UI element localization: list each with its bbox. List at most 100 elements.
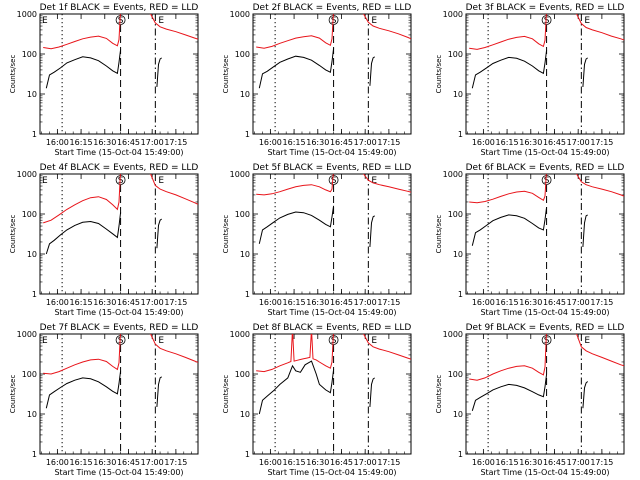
x-tick-label: 16:45 bbox=[543, 138, 566, 147]
y-tick-label: 1 bbox=[32, 290, 37, 299]
y-tick-label: 100 bbox=[22, 50, 37, 59]
y-tick-label: 1000 bbox=[17, 170, 37, 179]
x-tick-label: 16:30 bbox=[519, 138, 542, 147]
chart-panel-2: Det 2f BLACK = Events, RED = LLD 1 10 100 10… bbox=[222, 3, 412, 157]
plot-area bbox=[43, 174, 198, 255]
y-tick-label: 1 bbox=[245, 290, 250, 299]
series-events-line bbox=[45, 370, 122, 409]
series-lld-line bbox=[256, 334, 411, 373]
x-axis-label: Start Time (15-Oct-04 15:49:00) bbox=[267, 148, 396, 157]
series-lld-line bbox=[256, 14, 411, 49]
marker-label: E bbox=[371, 336, 377, 346]
x-tick-label: 16:15 bbox=[283, 458, 306, 467]
x-tick-label: 16:15 bbox=[283, 138, 306, 147]
marker-label: E bbox=[584, 176, 590, 186]
plot-frame bbox=[465, 333, 625, 455]
y-axis-label: Counts/sec bbox=[222, 215, 230, 254]
x-tick-label: 17:00 bbox=[567, 458, 590, 467]
chart-panel-6: Det 6f BLACK = Events, RED = LLD 1 10 100 10… bbox=[435, 163, 625, 317]
y-tick-label: 100 bbox=[235, 370, 250, 379]
x-tick-label: 17:15 bbox=[590, 298, 613, 307]
series-lld-line bbox=[43, 174, 198, 224]
marker-label: S bbox=[331, 336, 337, 346]
x-tick-label: 16:15 bbox=[70, 298, 93, 307]
x-tick-label: 17:15 bbox=[164, 138, 187, 147]
series-events-line bbox=[258, 360, 335, 415]
series-events-line bbox=[369, 56, 375, 86]
series-events-line bbox=[582, 57, 588, 88]
series-events-line bbox=[45, 49, 122, 89]
x-tick-label: 16:30 bbox=[519, 298, 542, 307]
x-tick-label: 16:45 bbox=[330, 458, 353, 467]
x-tick-label: 16:45 bbox=[117, 138, 140, 147]
plot-frame bbox=[39, 13, 199, 135]
chart-panel-5: Det 5f BLACK = Events, RED = LLD 1 10 100 10… bbox=[222, 163, 412, 317]
x-tick-label: 16:00 bbox=[259, 298, 282, 307]
x-tick-label: 16:30 bbox=[519, 458, 542, 467]
y-tick-label: 10 bbox=[453, 250, 463, 259]
series-lld-line bbox=[43, 14, 198, 50]
chart-panel-8: Det 8f BLACK = Events, RED = LLD 1 10 100 10… bbox=[222, 323, 412, 477]
x-tick-label: 17:15 bbox=[164, 298, 187, 307]
x-tick-label: 16:00 bbox=[259, 458, 282, 467]
series-events-line bbox=[471, 373, 548, 411]
x-axis-label: Start Time (15-Oct-04 15:49:00) bbox=[267, 308, 396, 317]
y-tick-label: 1000 bbox=[230, 170, 250, 179]
y-axis-label: Counts/sec bbox=[222, 375, 230, 414]
x-axis-label: Start Time (15-Oct-04 15:49:00) bbox=[480, 308, 609, 317]
marker-label: S bbox=[118, 176, 124, 186]
marker-label: S bbox=[544, 176, 550, 186]
x-tick-label: 16:45 bbox=[543, 298, 566, 307]
chart-title: Det 2f BLACK = Events, RED = LLD bbox=[253, 3, 412, 13]
marker-label: E bbox=[371, 176, 377, 186]
marker-label: S bbox=[544, 16, 550, 26]
plot-frame bbox=[252, 13, 412, 135]
x-tick-label: 17:15 bbox=[164, 458, 187, 467]
chart-title: Det 1f BLACK = Events, RED = LLD bbox=[40, 3, 199, 13]
x-axis-label: Start Time (15-Oct-04 15:49:00) bbox=[267, 468, 396, 477]
y-tick-label: 100 bbox=[22, 370, 37, 379]
series-events-line bbox=[471, 206, 548, 246]
y-tick-label: 10 bbox=[240, 250, 250, 259]
x-tick-label: 16:15 bbox=[283, 298, 306, 307]
x-tick-label: 16:00 bbox=[259, 138, 282, 147]
plot-area bbox=[469, 334, 624, 411]
x-axis-label: Start Time (15-Oct-04 15:49:00) bbox=[480, 148, 609, 157]
x-tick-label: 16:45 bbox=[117, 298, 140, 307]
x-tick-label: 16:15 bbox=[496, 298, 519, 307]
marker-label: S bbox=[118, 336, 124, 346]
x-tick-label: 17:00 bbox=[567, 138, 590, 147]
y-axis-label: Counts/sec bbox=[9, 375, 17, 414]
series-lld-line bbox=[256, 174, 411, 196]
series-events-line bbox=[582, 214, 588, 248]
x-tick-label: 16:15 bbox=[496, 138, 519, 147]
x-tick-label: 16:30 bbox=[306, 298, 329, 307]
chart-title: Det 9f BLACK = Events, RED = LLD bbox=[466, 323, 625, 333]
x-tick-label: 16:15 bbox=[70, 138, 93, 147]
marker-label: E bbox=[158, 16, 164, 26]
marker-label: E bbox=[584, 336, 590, 346]
y-tick-label: 10 bbox=[240, 410, 250, 419]
series-events-line bbox=[582, 381, 589, 409]
x-tick-label: 17:15 bbox=[590, 458, 613, 467]
series-events-line bbox=[471, 50, 548, 89]
x-tick-label: 16:00 bbox=[46, 458, 69, 467]
chart-title: Det 3f BLACK = Events, RED = LLD bbox=[466, 3, 625, 13]
plot-area bbox=[469, 14, 624, 89]
series-events-line bbox=[369, 377, 375, 408]
plot-frame bbox=[252, 173, 412, 295]
x-tick-label: 16:00 bbox=[46, 138, 69, 147]
x-tick-label: 17:00 bbox=[141, 138, 164, 147]
y-tick-label: 1 bbox=[245, 450, 250, 459]
y-axis-label: Counts/sec bbox=[435, 55, 443, 94]
x-tick-label: 16:15 bbox=[70, 458, 93, 467]
plot-area bbox=[256, 174, 411, 248]
plot-frame bbox=[252, 333, 412, 455]
x-tick-label: 16:00 bbox=[472, 138, 495, 147]
x-tick-label: 16:30 bbox=[93, 458, 116, 467]
y-axis-label: Counts/sec bbox=[9, 55, 17, 94]
chart-title: Det 6f BLACK = Events, RED = LLD bbox=[466, 163, 625, 173]
chart-title: Det 5f BLACK = Events, RED = LLD bbox=[253, 163, 412, 173]
x-tick-label: 17:15 bbox=[377, 298, 400, 307]
